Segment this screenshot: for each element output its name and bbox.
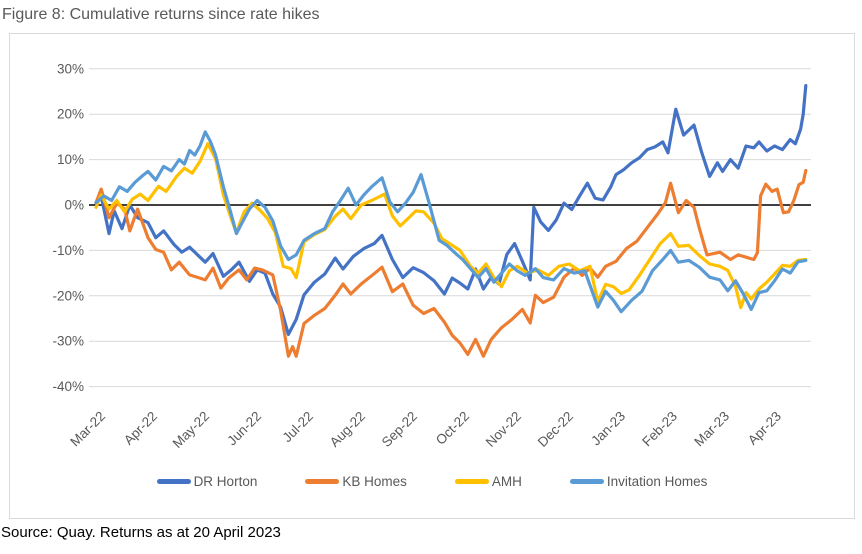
x-axis-tick-label: Feb-23 [639,409,680,450]
y-axis-tick-label: 10% [57,152,84,167]
chart-legend: DR Horton KB Homes AMH Invitation Homes [10,466,854,496]
x-axis-tick-label: Aug-22 [327,409,368,450]
legend-label-invitation-homes: Invitation Homes [606,473,708,489]
legend-marker-amh [454,478,489,484]
x-axis-tick-label: Apr-22 [121,409,160,448]
series-line-dr-horton [94,83,808,336]
y-axis-tick-label: -30% [52,334,84,349]
x-axis-tick-label: May-22 [170,409,212,451]
series-line-amh [94,142,808,310]
series-line-kb-homes [94,168,808,358]
legend-label-kb-homes: KB Homes [342,473,407,489]
x-axis-tick-label: Jan-23 [588,409,628,449]
legend-marker-invitation-homes [569,478,604,484]
y-axis-tick-label: 0% [64,198,84,213]
legend-label-amh: AMH [491,473,522,489]
legend-label-dr-horton: DR Horton [193,473,258,489]
legend-item-kb-homes: KB Homes [305,474,407,489]
x-axis-tick-label: Apr-23 [745,409,784,448]
y-axis-tick-label: 30% [57,61,84,76]
figure-title: Figure 8: Cumulative returns since rate … [2,6,320,23]
x-axis-tick-label: Jun-22 [224,409,264,449]
x-axis-tick-label: Oct-22 [433,409,472,448]
chart-area: 30% 20% 10% 0% -10% -20% -30% -40% Mar-22 Apr-22 M… [9,33,855,519]
y-axis-tick-label: 20% [57,107,84,122]
x-axis-tick-label: Mar-22 [67,409,108,450]
returns-line-chart: 30% 20% 10% 0% -10% -20% -30% -40% Mar-22 Apr-22 M… [52,61,811,451]
legend-item-invitation-homes: Invitation Homes [569,473,708,489]
x-axis-tick-label: Mar-23 [691,409,732,450]
x-axis-tick-label: Dec-22 [535,409,576,450]
legend-marker-kb-homes [305,478,340,484]
x-axis-tick-label: Nov-22 [483,409,524,450]
y-axis-tick-label: -10% [52,243,84,258]
series-line-invitation-homes [94,130,808,314]
y-axis-tick-label: -40% [52,379,84,394]
legend-item-dr-horton: DR Horton [156,473,258,489]
source-note: Source: Quay. Returns as at 20 April 202… [1,524,281,541]
legend-item-amh: AMH [454,473,522,489]
y-axis-tick-label: -20% [52,288,84,303]
x-axis-tick-label: Jul-22 [280,409,317,446]
x-axis-tick-label: Sep-22 [379,409,420,450]
legend-marker-dr-horton [156,478,191,484]
